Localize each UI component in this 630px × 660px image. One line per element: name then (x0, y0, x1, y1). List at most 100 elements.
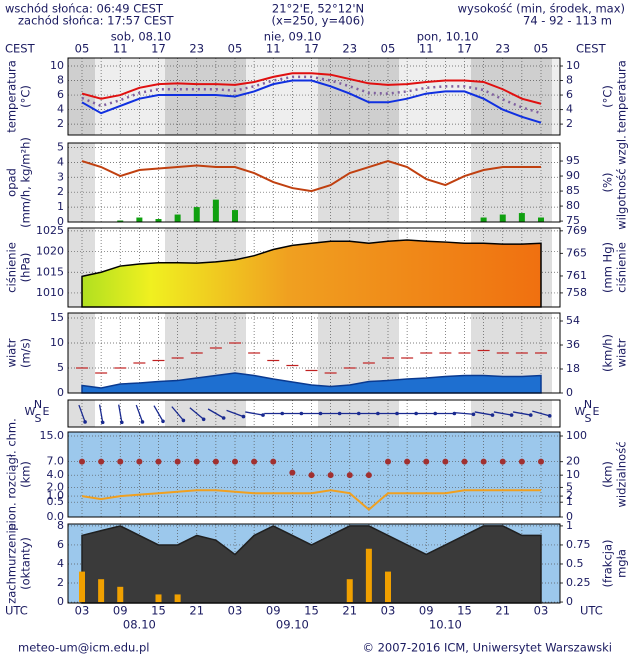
series-line (81, 159, 541, 193)
arrow-shaft (153, 405, 164, 422)
y-axis-label: (mm/h, kg/m²h) (19, 137, 33, 228)
bar (98, 579, 105, 603)
y-tick-label: 4 (57, 155, 64, 168)
y-tick-label: 15 (50, 311, 64, 324)
wind-arrow (135, 404, 145, 424)
bottom-day-label: 09.10 (276, 618, 309, 632)
y-axis-label: pion. rozciągł. chm. (5, 418, 19, 531)
y2-tick-label: 5 (566, 480, 573, 493)
y-tick-label: 0 (57, 215, 64, 228)
panel-border (67, 399, 561, 428)
wind-arrow (493, 411, 514, 417)
y2-tick-label: 1 (566, 519, 573, 532)
y-tick-label: 2 (57, 185, 64, 198)
top-tick-label: 05 (75, 42, 90, 56)
arrow-head (161, 419, 165, 424)
top-tick-label: 11 (266, 42, 281, 56)
arrow-head (83, 420, 87, 424)
arrow-head (490, 413, 495, 417)
wind-arrow (245, 411, 265, 417)
y2-tick-label: 6 (566, 88, 573, 101)
arrow-head (376, 411, 380, 416)
series-line (81, 79, 542, 124)
top-tick-label: 11 (113, 42, 128, 56)
y2-axis-label: (km/h) (601, 334, 615, 372)
wind-arrow (532, 410, 552, 418)
panel-border (67, 312, 561, 394)
series-line (81, 72, 542, 105)
y2-axis-label: (km) (601, 461, 615, 488)
arrow-shaft (532, 410, 550, 417)
y-tick-label: 1015 (36, 265, 64, 278)
bottom-day-label: 10.10 (429, 618, 462, 632)
y-axis-label: (°C) (19, 85, 33, 108)
arrow-shaft (474, 411, 493, 416)
bar (117, 220, 124, 222)
email: meteo-um@icm.edu.pl (18, 641, 149, 655)
top-tick-label: 05 (228, 42, 243, 56)
bar (155, 219, 162, 222)
y-tick-label: 1 (57, 200, 64, 213)
wind-arrow (153, 405, 165, 424)
bottom-tick-label: 21 (495, 604, 510, 618)
panel-border (67, 523, 561, 604)
night-band (165, 143, 246, 222)
y-axis-label: (hPa) (19, 253, 33, 283)
night-band (471, 143, 552, 222)
arrow-head (414, 411, 418, 416)
top-zone: CEST (5, 42, 36, 56)
y-axis-label: (km) (19, 461, 33, 488)
dot (365, 472, 372, 479)
arrow-shaft (171, 406, 184, 421)
y2-tick-label: 0.5 (566, 557, 584, 570)
wind-arrow (118, 404, 124, 425)
y-axis-label: ciśnienie (5, 242, 19, 293)
compass-letter: N (34, 398, 42, 411)
dot (289, 469, 296, 476)
top-tick-label: 23 (495, 42, 510, 56)
arrow-head (261, 413, 265, 417)
dot (385, 458, 391, 465)
bar (232, 210, 238, 222)
night-band (68, 143, 95, 222)
dot (251, 458, 258, 465)
panel-border (67, 227, 561, 308)
y-tick-label: 6 (57, 88, 64, 101)
y-tick-label: 7.0 (47, 455, 65, 468)
top-tick-label: 11 (419, 42, 434, 56)
bar (117, 586, 124, 603)
y-tick-label: 2 (57, 117, 64, 130)
y2-tick-label: 2 (566, 117, 573, 130)
top-tick-label: 05 (534, 42, 549, 56)
dot (499, 458, 506, 465)
top-day-label: nie, 09.10 (264, 30, 322, 44)
y-tick-label: 4 (57, 103, 64, 116)
wind-arrow (512, 411, 533, 417)
top-zone: CEST (576, 42, 607, 56)
series-line (81, 75, 542, 115)
compass-letter: S (585, 412, 592, 425)
bar (174, 594, 181, 603)
bar (212, 199, 219, 222)
wind-arrow (78, 404, 87, 424)
bar (385, 571, 391, 603)
grid-point: (x=250, y=406) (271, 14, 364, 28)
y-axis-label: opad (5, 168, 19, 197)
y2-axis-label: widzialność (615, 441, 629, 507)
wind-arrow (436, 411, 457, 416)
bar (79, 571, 85, 603)
y2-tick-label: 0 (566, 595, 573, 608)
bar (193, 207, 200, 222)
y-axis-label: wiatr (5, 338, 19, 367)
arrow-head (201, 417, 206, 422)
y-tick-label: 8 (57, 74, 64, 87)
arrow-head (356, 411, 361, 416)
bar (365, 548, 372, 603)
arrow-shaft (207, 408, 224, 419)
y-tick-label: 1025 (36, 224, 64, 237)
y-tick-label: 1.0 (47, 489, 65, 502)
arrow-shaft (455, 412, 474, 415)
wind-arrow (359, 411, 380, 416)
dot (461, 458, 468, 465)
top-day-label: sob, 08.10 (111, 30, 172, 44)
